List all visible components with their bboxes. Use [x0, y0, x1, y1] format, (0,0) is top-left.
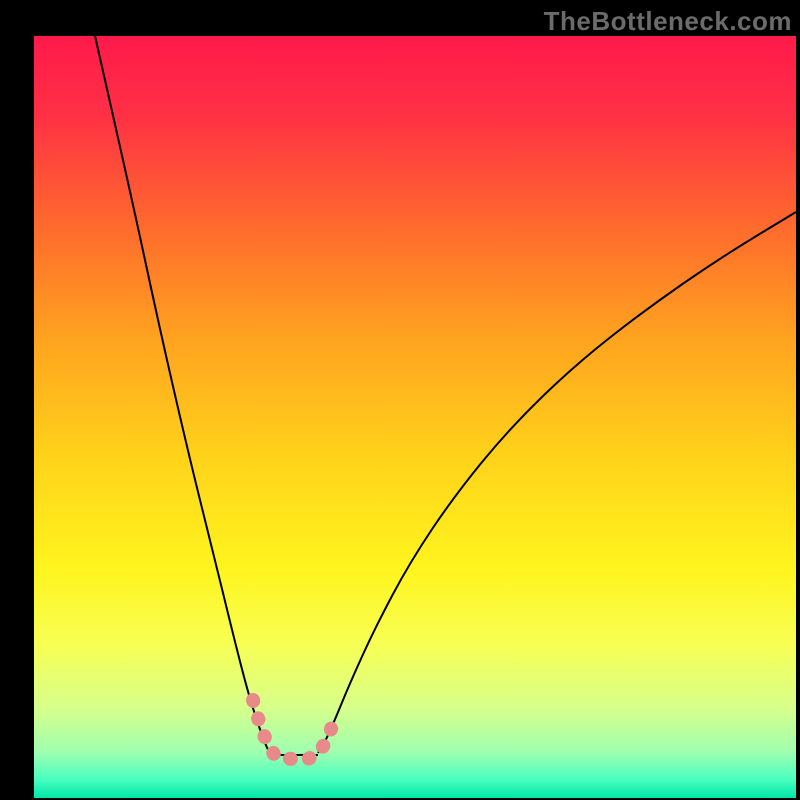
watermark-text: TheBottleneck.com	[544, 6, 792, 37]
plot-area	[34, 36, 796, 798]
chart-root	[0, 0, 800, 800]
